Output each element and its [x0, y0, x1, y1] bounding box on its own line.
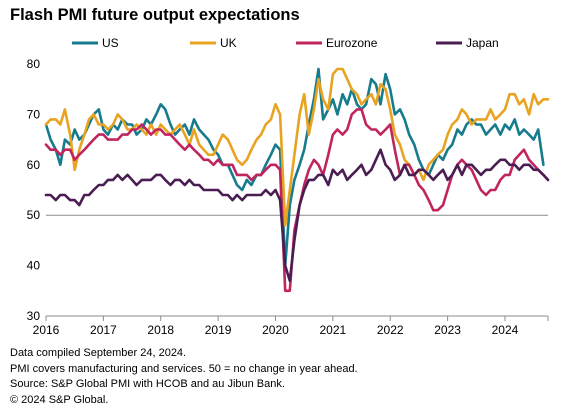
legend: US UK Eurozone Japan: [72, 36, 499, 50]
x-tick-label: 2022: [377, 323, 404, 337]
y-tick-label: 70: [27, 107, 41, 121]
x-tick-label: 2017: [90, 323, 117, 337]
y-tick-label: 60: [27, 158, 41, 172]
x-tick-label: 2024: [492, 323, 519, 337]
y-tick-label: 30: [27, 309, 41, 323]
note-coverage: PMI covers manufacturing and services. 5…: [10, 362, 358, 375]
legend-label-japan: Japan: [466, 36, 499, 50]
x-tick-label: 2020: [262, 323, 289, 337]
legend-label-us: US: [102, 36, 119, 50]
axes: 30 40 50 60 70 80 2016 2017 2018 2019 2020 2021 2022…: [27, 57, 549, 337]
legend-label-eurozone: Eurozone: [326, 36, 378, 50]
legend-label-uk: UK: [220, 36, 237, 50]
x-tick-label: 2023: [434, 323, 461, 337]
chart-title: Flash PMI future output expectations: [10, 6, 300, 24]
series-line-us: [44, 67, 545, 267]
series-line-uk: [44, 67, 550, 227]
note-source: Source: S&P Global PMI with HCOB and au …: [10, 378, 285, 391]
series-line-japan: [44, 148, 550, 283]
line-chart: US UK Eurozone Japan 30 40 50 60 70 80 2016 2017 20…: [27, 36, 550, 337]
x-tick-label: 2018: [147, 323, 174, 337]
chart-notes: Data compiled September 24, 2024. PMI co…: [10, 346, 358, 408]
y-tick-label: 40: [27, 259, 41, 273]
x-tick-label: 2021: [320, 323, 347, 337]
series-lines: [44, 67, 550, 293]
note-copyright: © 2024 S&P Global.: [10, 393, 109, 406]
note-date: Data compiled September 24, 2024.: [10, 347, 187, 359]
x-tick-label: 2019: [205, 323, 232, 337]
x-tick-label: 2016: [33, 323, 60, 337]
y-tick-label: 50: [27, 208, 41, 222]
y-tick-label: 80: [27, 57, 41, 71]
